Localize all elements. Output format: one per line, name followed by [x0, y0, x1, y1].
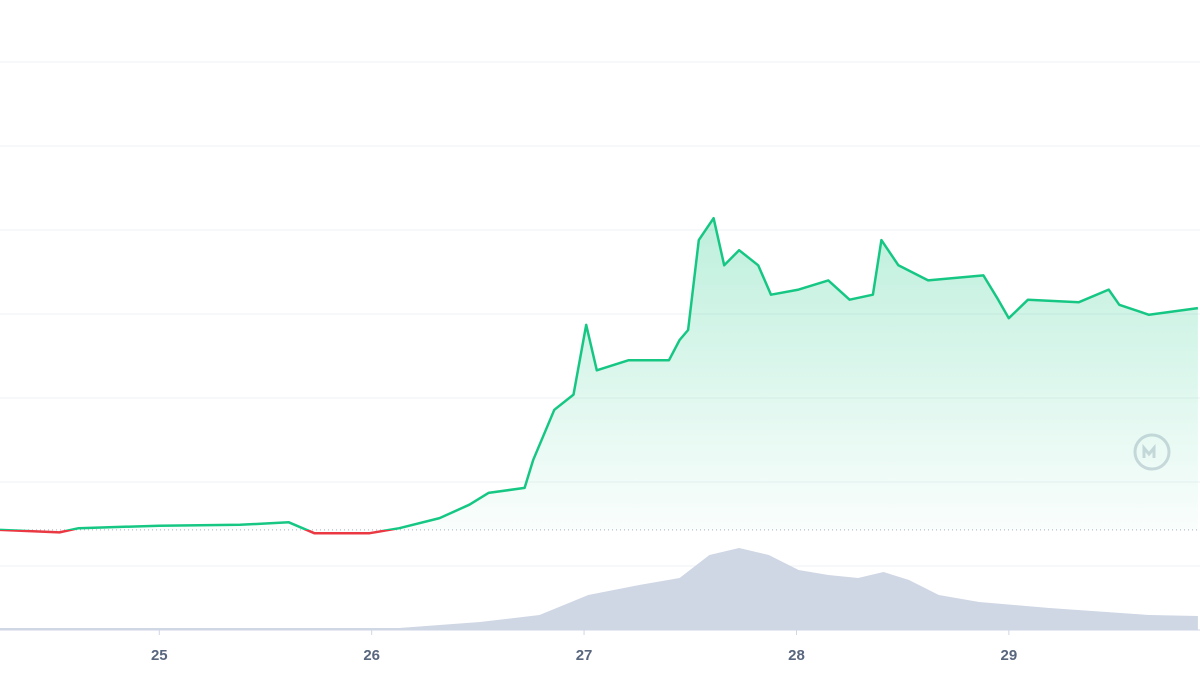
x-tick-label: 26	[363, 647, 380, 664]
x-tick-label: 28	[788, 647, 805, 664]
price-line	[0, 216, 1199, 535]
x-tick-label: 25	[151, 647, 168, 664]
x-tick-label: 27	[576, 647, 593, 664]
price-area	[0, 218, 1198, 534]
x-tick-label: 29	[1001, 647, 1018, 664]
volume-area	[0, 548, 1198, 630]
